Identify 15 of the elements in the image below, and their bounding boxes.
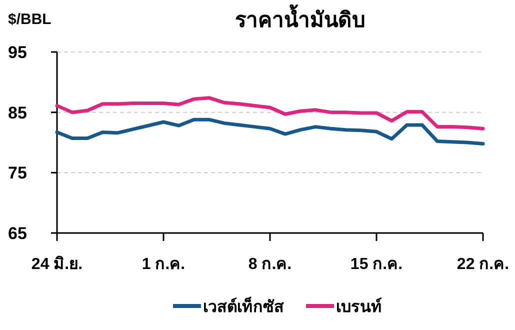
y-tick-label: 65 [8,224,27,243]
line-series [55,96,485,130]
y-tick-label: 85 [8,103,27,122]
legend-label: เวสต์เท็กซัส [203,295,284,316]
x-tick-label: 15 ก.ค. [350,256,403,273]
legend-label: เบรนท์ [336,297,382,316]
y-tick-label: 75 [8,164,27,183]
y-tick-label: 95 [8,43,27,62]
x-tick-label: 24 มิ.ย. [31,255,83,273]
y-axis-title: $/BBL [8,11,52,28]
x-tick-label: 1 ก.ค. [142,256,186,273]
x-tick-label: 22 ก.ค. [456,256,510,273]
chart-title: ราคาน้ำมันดิบ [235,4,365,32]
line-series [55,118,485,146]
x-tick-label: 8 ก.ค. [248,256,292,273]
